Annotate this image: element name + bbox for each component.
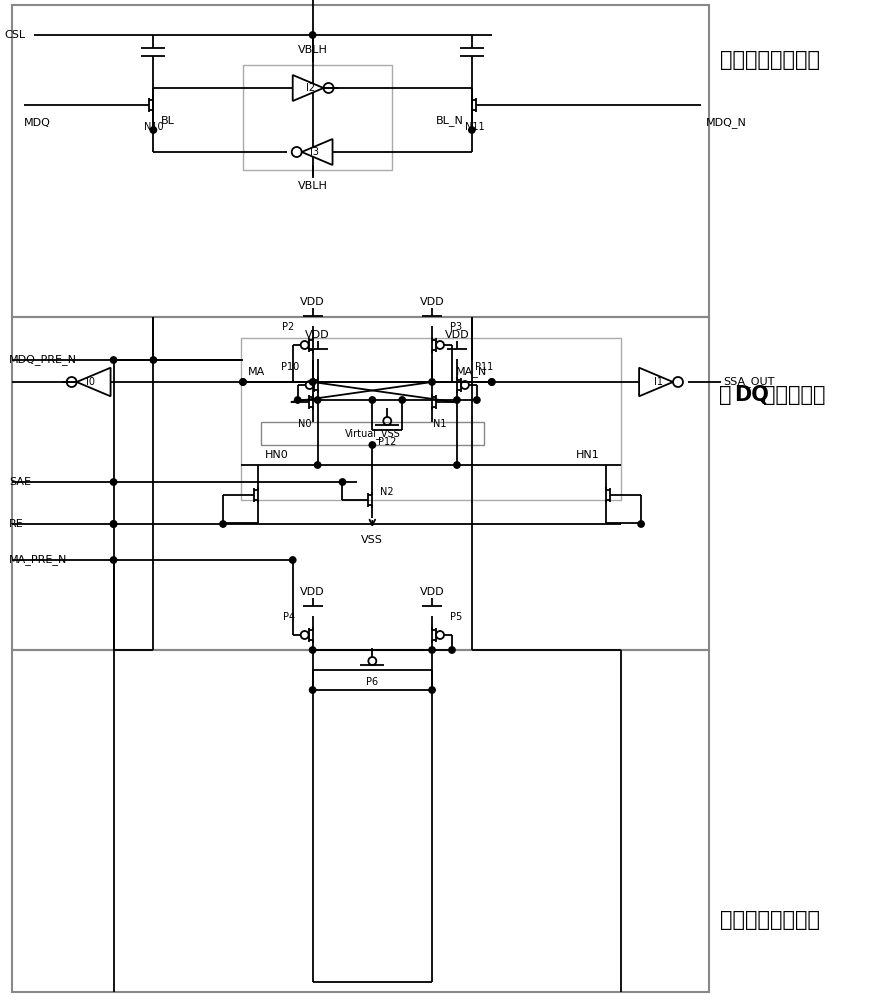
Text: N2: N2 <box>381 487 394 497</box>
Text: I1: I1 <box>654 377 663 387</box>
Circle shape <box>448 647 455 653</box>
Circle shape <box>429 379 435 385</box>
Circle shape <box>474 397 480 403</box>
Circle shape <box>220 521 226 527</box>
Text: 第二级灵敏放大器: 第二级灵敏放大器 <box>720 910 820 930</box>
Text: VDD: VDD <box>305 330 330 340</box>
Text: MA: MA <box>248 367 265 377</box>
Text: RE: RE <box>9 519 23 529</box>
Text: VBLH: VBLH <box>298 45 328 55</box>
Bar <box>12 317 709 650</box>
Polygon shape <box>293 75 323 101</box>
Text: VDD: VDD <box>445 330 469 340</box>
Text: VDD: VDD <box>301 297 325 307</box>
Circle shape <box>638 521 644 527</box>
Circle shape <box>309 379 315 385</box>
Circle shape <box>110 357 116 363</box>
Text: P12: P12 <box>378 437 396 447</box>
Circle shape <box>110 557 116 563</box>
Text: P6: P6 <box>366 677 378 687</box>
Circle shape <box>110 521 116 527</box>
Circle shape <box>240 379 246 385</box>
Text: P4: P4 <box>282 612 295 622</box>
Polygon shape <box>76 368 110 396</box>
Circle shape <box>110 479 116 485</box>
Text: MDQ_N: MDQ_N <box>706 118 746 128</box>
Text: 主: 主 <box>719 385 731 405</box>
Circle shape <box>468 127 475 133</box>
Text: HN1: HN1 <box>575 450 600 460</box>
Circle shape <box>309 687 315 693</box>
Text: Virtual_VSS: Virtual_VSS <box>344 428 401 439</box>
Circle shape <box>339 479 346 485</box>
Text: HN0: HN0 <box>265 450 289 460</box>
Polygon shape <box>639 368 673 396</box>
Text: MA_N: MA_N <box>455 367 487 377</box>
Circle shape <box>454 397 460 403</box>
Circle shape <box>289 557 296 563</box>
Text: MDQ_PRE_N: MDQ_PRE_N <box>9 355 77 365</box>
Circle shape <box>309 647 315 653</box>
Text: I0: I0 <box>86 377 96 387</box>
Circle shape <box>454 462 460 468</box>
Text: VBLH: VBLH <box>298 181 328 191</box>
Text: VDD: VDD <box>301 587 325 597</box>
Text: 读控制电路: 读控制电路 <box>764 385 826 405</box>
Text: DQ: DQ <box>733 385 768 405</box>
Text: P11: P11 <box>474 362 493 372</box>
Text: P3: P3 <box>450 322 462 332</box>
Circle shape <box>309 32 315 38</box>
Text: P10: P10 <box>282 362 300 372</box>
Text: I3: I3 <box>310 147 319 157</box>
Text: N11: N11 <box>465 122 485 132</box>
Bar <box>12 5 709 317</box>
Text: SSA_OUT: SSA_OUT <box>724 377 775 387</box>
Circle shape <box>240 379 246 385</box>
Bar <box>261 422 484 445</box>
Circle shape <box>315 397 321 403</box>
Bar <box>241 338 621 500</box>
Circle shape <box>399 397 405 403</box>
Circle shape <box>429 687 435 693</box>
Text: N10: N10 <box>143 122 163 132</box>
Circle shape <box>150 127 156 133</box>
Polygon shape <box>302 139 333 165</box>
Bar <box>243 65 392 170</box>
Text: BL_N: BL_N <box>436 116 464 126</box>
Circle shape <box>110 521 116 527</box>
Circle shape <box>369 397 375 403</box>
Text: N1: N1 <box>434 419 447 429</box>
Circle shape <box>488 379 495 385</box>
Text: P2: P2 <box>282 322 295 332</box>
Text: P5: P5 <box>450 612 462 622</box>
Text: SAE: SAE <box>9 477 31 487</box>
Text: MA_PRE_N: MA_PRE_N <box>9 555 68 565</box>
Text: CSL: CSL <box>5 30 26 40</box>
Text: N0: N0 <box>298 419 311 429</box>
Text: 第一级灵敏放大器: 第一级灵敏放大器 <box>720 50 820 70</box>
Circle shape <box>315 462 321 468</box>
Text: VDD: VDD <box>420 587 444 597</box>
Circle shape <box>429 647 435 653</box>
Text: I2: I2 <box>306 83 315 93</box>
Circle shape <box>488 379 495 385</box>
Text: BL: BL <box>162 116 176 126</box>
Circle shape <box>369 442 375 448</box>
Text: MDQ: MDQ <box>24 118 51 128</box>
Text: VDD: VDD <box>420 297 444 307</box>
Text: VSS: VSS <box>362 535 383 545</box>
Circle shape <box>150 357 156 363</box>
Bar <box>12 650 709 992</box>
Circle shape <box>295 397 301 403</box>
